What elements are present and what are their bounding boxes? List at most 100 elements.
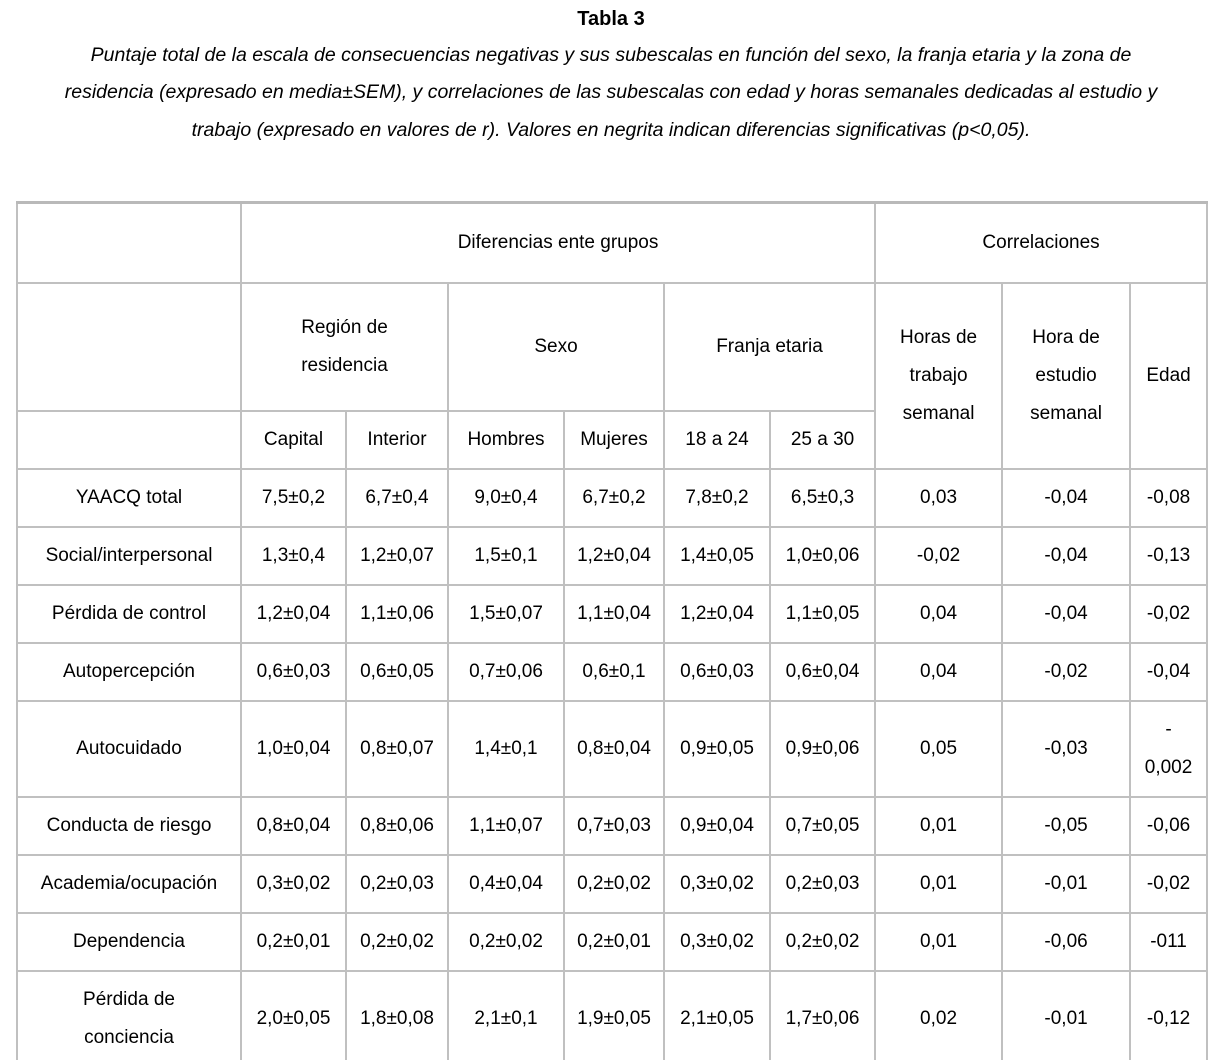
header-row-columns: Capital Interior Hombres Mujeres 18 a 24… [16,409,1207,470]
group-header-diferencias: Diferencias ente grupos [239,201,877,284]
table-cell: 1,1±0,05 [768,583,877,644]
group-header-correlaciones: Correlaciones [874,201,1209,284]
table-cell: 0,2±0,03 [768,853,877,914]
row-label: Academia/ocupación [16,853,242,914]
col-header-hora-estudio: Hora de estudio semanal [1001,281,1132,470]
table-cell: 0,6±0,03 [663,641,771,702]
table-cell: 0,3±0,02 [663,853,771,914]
table-cell: -0,04 [1001,583,1132,644]
table-cell: 0,05 [874,699,1004,798]
table-cell: -0,01 [1001,969,1132,1060]
table-row: Academia/ocupación 0,3±0,02 0,2±0,03 0,4±0,… [16,853,1209,914]
table-cell: 0,6±0,04 [768,641,877,702]
subheader-region-residencia: Región de residencia [240,281,449,412]
col-header-horas-trabajo: Horas de trabajo semanal [874,281,1004,470]
table-cell: 1,0±0,04 [240,699,347,798]
table-row: YAACQ total 7,5±0,2 6,7±0,4 9,0±0,4 6,7±0,2 7… [16,467,1209,528]
row-label: YAACQ total [16,467,242,528]
table-cell: 1,1±0,07 [447,795,565,856]
header-empty-cell [16,409,242,470]
table-cell: 0,7±0,05 [768,795,877,856]
table-row: Pérdida de control 1,2±0,04 1,1±0,06 1,5±0,… [16,583,1209,644]
table-cell: 7,8±0,2 [663,467,771,528]
table-cell: -0,04 [1001,467,1132,528]
table-cell: 0,2±0,01 [563,911,665,972]
table-cell: 1,1±0,06 [345,583,449,644]
table-row: Dependencia 0,2±0,01 0,2±0,02 0,2±0,02 0,2±0… [16,911,1209,972]
table-cell: -0,05 [1001,795,1132,856]
table-cell: 0,2±0,03 [345,853,449,914]
table-cell: 1,2±0,04 [563,525,665,586]
row-label: Pérdida de control [16,583,242,644]
table-cell: - 0,002 [1129,699,1209,798]
table-cell: 6,5±0,3 [768,467,877,528]
table-cell: -0,08 [1129,467,1209,528]
table-cell: 1,5±0,1 [447,525,565,586]
table-cell: 0,6±0,03 [240,641,347,702]
table-row: Conducta de riesgo 0,8±0,04 0,8±0,06 1,1±0,… [16,795,1209,856]
table-cell: 0,3±0,02 [240,853,347,914]
table-cell: 1,3±0,4 [240,525,347,586]
table-cell: 0,01 [874,853,1004,914]
row-label: Conducta de riesgo [16,795,242,856]
table-cell: 0,8±0,04 [240,795,347,856]
table-cell: 0,8±0,07 [345,699,449,798]
table-cell: 1,0±0,06 [768,525,877,586]
table-cell: 0,9±0,04 [663,795,771,856]
table-cell: 0,6±0,05 [345,641,449,702]
table-cell: 0,2±0,02 [345,911,449,972]
table-cell: 6,7±0,2 [563,467,665,528]
header-empty-cell [16,201,242,284]
col-header-25a30: 25 a 30 [768,409,877,470]
table-cell: -0,04 [1129,641,1209,702]
col-header-edad: Edad [1129,281,1209,470]
table-cell: 0,9±0,06 [768,699,877,798]
table-cell: 0,3±0,02 [663,911,771,972]
table-cell: -0,03 [1001,699,1132,798]
table-cell: -0,01 [1001,853,1132,914]
table-cell: 1,2±0,04 [663,583,771,644]
table-cell: 1,1±0,04 [563,583,665,644]
col-header-mujeres: Mujeres [563,409,665,470]
table-cell: 9,0±0,4 [447,467,565,528]
table-cell: 0,8±0,06 [345,795,449,856]
table-cell: 0,04 [874,583,1004,644]
table-cell: -0,06 [1129,795,1209,856]
col-header-interior: Interior [345,409,449,470]
table-cell: 1,7±0,06 [768,969,877,1060]
table-cell: -0,02 [874,525,1004,586]
table-cell: 0,6±0,1 [563,641,665,702]
table-cell: -0,06 [1001,911,1132,972]
row-label: Autocuidado [16,699,242,798]
row-label: Dependencia [16,911,242,972]
table-cell: 1,4±0,05 [663,525,771,586]
table-cell: -0,13 [1129,525,1209,586]
header-row-subgroups: Región de residencia Sexo Franja etaria … [16,281,1209,470]
table-cell: 0,04 [874,641,1004,702]
col-header-18a24: 18 a 24 [663,409,771,470]
header-row-groups: Diferencias ente grupos Correlaciones [16,201,1209,284]
row-label: Autopercepción [16,641,242,702]
table-cell: 1,4±0,1 [447,699,565,798]
table-cell: 7,5±0,2 [240,467,347,528]
table-cell: 1,2±0,04 [240,583,347,644]
header-empty-cell [16,281,242,412]
table-cell: 2,1±0,05 [663,969,771,1060]
results-table: Diferencias ente grupos Correlaciones Re… [16,201,1209,1060]
table-cell: 6,7±0,4 [345,467,449,528]
table-cell: -0,02 [1129,853,1209,914]
table-cell: 0,8±0,04 [563,699,665,798]
row-label: Pérdida de conciencia [16,969,242,1060]
table-cell: 0,03 [874,467,1004,528]
table-cell: -0,04 [1001,525,1132,586]
table-cell: 0,02 [874,969,1004,1060]
table-cell: 1,8±0,08 [345,969,449,1060]
table-row: Pérdida de conciencia 2,0±0,05 1,8±0,08 2,1… [16,969,1209,1060]
table-cell: 0,4±0,04 [447,853,565,914]
table-cell: 0,2±0,01 [240,911,347,972]
table-cell: 0,2±0,02 [563,853,665,914]
table-caption: Puntaje total de la escala de consecuenc… [64,44,1158,141]
table-cell: 1,5±0,07 [447,583,565,644]
row-label: Social/interpersonal [16,525,242,586]
